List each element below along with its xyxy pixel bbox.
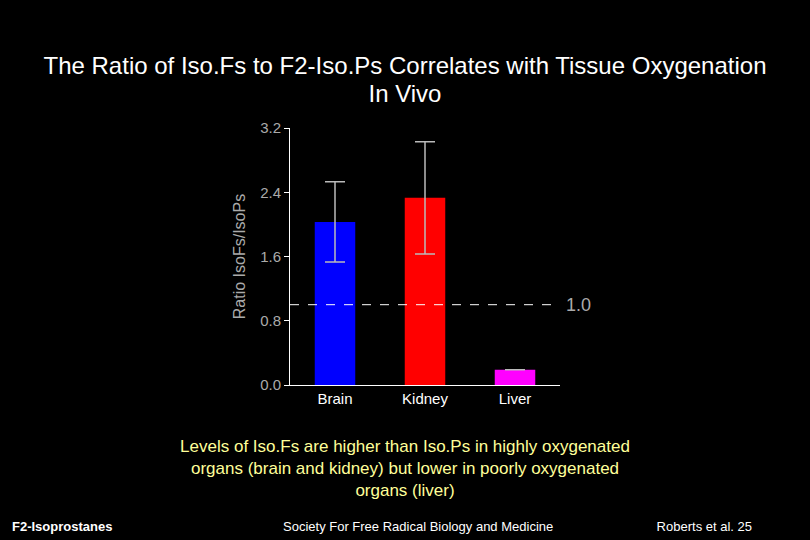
svg-text:Brain: Brain bbox=[317, 390, 352, 407]
html-text:The Ratio of Iso.Fs to F2-Iso.: The Ratio of Iso.Fs to F2-Iso.Ps Correla… bbox=[43, 52, 767, 107]
svg-text:2.4: 2.4 bbox=[260, 184, 281, 201]
html-text:Roberts et al. 25: Roberts et al. 25 bbox=[656, 519, 752, 534]
svg-text:3.2: 3.2 bbox=[260, 119, 281, 136]
html-text:F2-Isoprostanes: F2-Isoprostanes bbox=[12, 519, 113, 534]
svg-text:Ratio IsoFs/IsoPs: Ratio IsoFs/IsoPs bbox=[231, 194, 248, 319]
svg-text:Kidney: Kidney bbox=[402, 390, 448, 407]
svg-text:1.0: 1.0 bbox=[566, 295, 591, 315]
svg-text:1.6: 1.6 bbox=[260, 248, 281, 265]
svg-text:Liver: Liver bbox=[499, 390, 532, 407]
html-text:Society For Free Radical Biolo: Society For Free Radical Biology and Med… bbox=[283, 519, 554, 534]
html-text:Levels of Iso.Fs are higher th: Levels of Iso.Fs are higher than Iso.Ps … bbox=[180, 437, 630, 500]
svg-text:0.8: 0.8 bbox=[260, 312, 281, 329]
svg-text:0.0: 0.0 bbox=[260, 376, 281, 393]
